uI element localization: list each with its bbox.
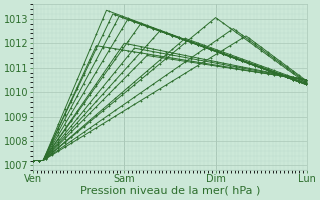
X-axis label: Pression niveau de la mer( hPa ): Pression niveau de la mer( hPa ) xyxy=(80,186,260,196)
